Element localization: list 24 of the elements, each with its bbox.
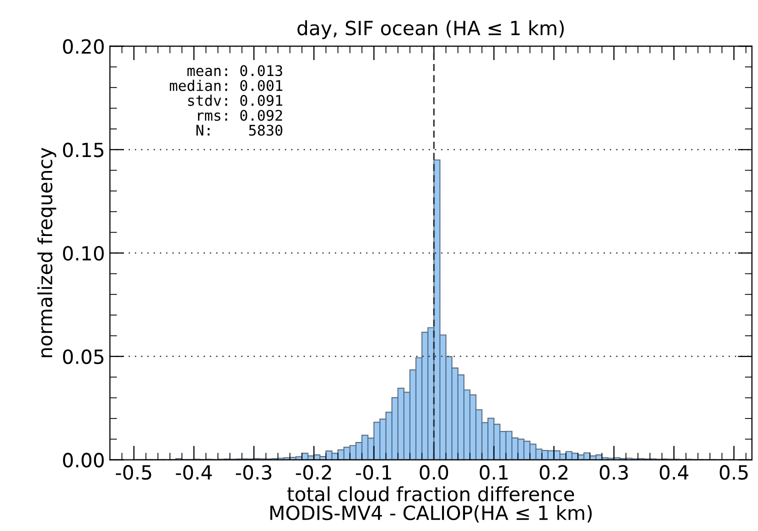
- x-tick-label: -0.3: [236, 465, 272, 480]
- annotation: N: 5830: [196, 124, 282, 136]
- annotation: median: 0.001: [170, 80, 282, 92]
- x-tick-label: -0.1: [356, 465, 392, 480]
- x-tick-label: -0.4: [176, 465, 212, 480]
- y-tick-label: 0.05: [63, 349, 104, 364]
- chart-title: day, SIF ocean (HA ≤ 1 km): [297, 20, 564, 40]
- y-tick-label: 0.00: [63, 452, 104, 468]
- x-axis-title: total cloud fraction difference MODIS-MV4 - CALIOP(HA ≤ 1 km): [270, 486, 592, 522]
- y-tick-label: 0.15: [63, 142, 104, 158]
- y-tick-label: 0.10: [63, 246, 104, 261]
- x-tick-label: 0.1: [480, 465, 508, 480]
- annotation: mean: 0.013: [187, 65, 282, 76]
- annotation: stdv: 0.091: [188, 94, 282, 106]
- annotation: rms: 0.092: [198, 110, 282, 121]
- x-tick-label: -0.5: [116, 465, 152, 480]
- x-tick-label: 0.5: [720, 465, 748, 480]
- x-tick-label: 0.3: [600, 465, 628, 480]
- x-tick-label: 0.4: [660, 465, 688, 480]
- y-axis-title: normalized frequency: [37, 148, 56, 358]
- x-tick-label: -0.2: [296, 465, 331, 480]
- y-tick-label: 0.20: [63, 39, 104, 54]
- x-tick-label: 0.0: [420, 465, 448, 480]
- x-tick-label: 0.2: [540, 465, 568, 480]
